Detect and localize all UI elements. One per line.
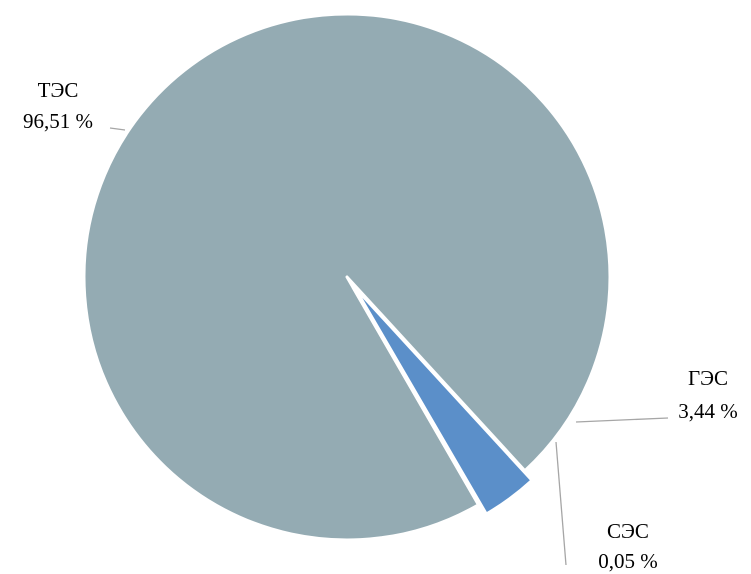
slice-name-ses: СЭС <box>607 519 649 543</box>
leader-line-ges <box>575 417 669 423</box>
slice-label-ses: СЭС 0,05 % <box>598 519 658 573</box>
slice-value-ses: 0,05 % <box>598 549 658 573</box>
slice-tes <box>82 12 612 542</box>
leader-lines <box>109 127 669 566</box>
slice-value-ges: 3,44 % <box>678 399 738 423</box>
pie-slices <box>82 12 612 542</box>
slice-name-ges: ГЭС <box>688 366 728 390</box>
slice-name-tes: ТЭС <box>38 78 79 102</box>
leader-line-tes <box>109 127 126 131</box>
slice-label-ges: ГЭС 3,44 % <box>678 366 738 423</box>
slice-label-tes: ТЭС 96,51 % <box>23 78 93 133</box>
slice-ses <box>351 285 487 517</box>
leader-line-ses <box>555 441 567 566</box>
slice-value-tes: 96,51 % <box>23 109 93 133</box>
